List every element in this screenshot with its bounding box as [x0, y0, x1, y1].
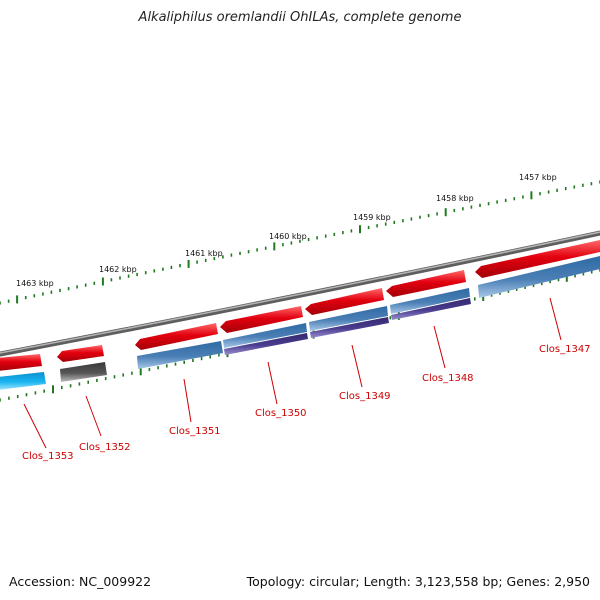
gene-arrow: [475, 240, 600, 278]
leader-line: [183, 378, 192, 423]
kbp-tick-label: 1459 kbp: [353, 213, 391, 222]
gene-leader-lines: [23, 297, 562, 449]
gene-label: Clos_1353: [22, 451, 74, 462]
gene-arrow: [220, 306, 303, 333]
gene-arrow: [386, 270, 466, 297]
reverse-strand-genes: [0, 256, 600, 390]
genome-backbone: [0, 230, 600, 357]
leader-line: [85, 395, 102, 437]
gene-label: Clos_1347: [539, 344, 591, 355]
gene-arrow: [135, 323, 218, 350]
leader-line: [433, 325, 446, 369]
kbp-tick-label: 1463 kbp: [16, 279, 54, 288]
forward-strand-genes: [0, 240, 600, 371]
gene-label: Clos_1348: [422, 373, 474, 384]
gene-arrow: [57, 345, 104, 362]
leader-line: [23, 403, 47, 449]
leader-line: [267, 361, 278, 405]
gene-labels: Clos_1353 Clos_1352 Clos_1351 Clos_1350 …: [22, 344, 591, 462]
gene-label: Clos_1350: [255, 408, 307, 419]
gene-label: Clos_1351: [169, 426, 221, 437]
gene-arrow: [310, 317, 389, 338]
gene-arrow: [223, 323, 307, 348]
gene-arrow: [224, 333, 308, 355]
gene-arrow: [305, 288, 384, 315]
accession-text: Accession: NC_009922: [9, 574, 152, 589]
gene-arrow: [309, 306, 388, 331]
map-title: Alkaliphilus oremlandii OhILAs, complete…: [138, 10, 462, 25]
gene-label: Clos_1352: [79, 442, 131, 453]
kbp-tick-label: 1458 kbp: [436, 194, 474, 203]
kbp-tick-label: 1457 kbp: [519, 173, 557, 182]
gene-arrow: [478, 256, 600, 298]
leader-line: [549, 297, 562, 341]
leader-line: [351, 344, 363, 388]
gene-arrow: [391, 298, 471, 320]
kbp-tick-label: 1461 kbp: [185, 249, 223, 258]
gene-arrow: [137, 341, 223, 369]
outer-tick-ring: [0, 180, 600, 305]
genome-backbone-highlight: [0, 231, 600, 354]
gene-arrow: [0, 354, 42, 371]
kbp-tick-label: 1462 kbp: [99, 265, 137, 274]
kbp-tick-label: 1460 kbp: [269, 232, 307, 241]
gene-arrow: [390, 288, 470, 314]
gene-arrow: [0, 372, 46, 390]
kbp-labels: 1463 kbp 1462 kbp 1461 kbp 1460 kbp 1459…: [16, 173, 557, 288]
genome-summary-text: Topology: circular; Length: 3,123,558 bp…: [246, 574, 590, 589]
gene-label: Clos_1349: [339, 391, 391, 402]
gene-arrow: [60, 362, 107, 382]
